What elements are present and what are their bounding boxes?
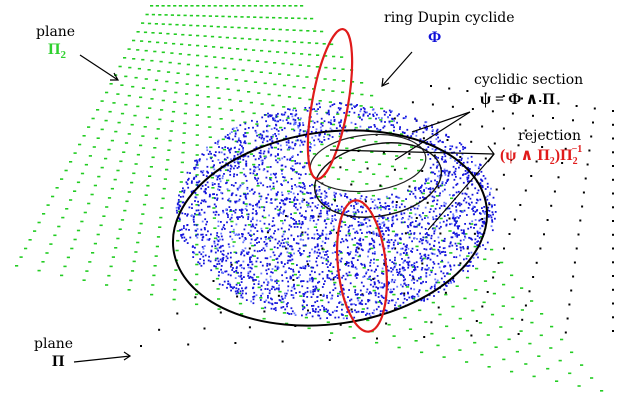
- arrow-rejection-bracket: [487, 145, 495, 163]
- annotation-arrows: [73, 51, 495, 363]
- rejection-curve-lower: [336, 199, 388, 333]
- plane-pi2-word: plane: [36, 24, 75, 40]
- cyclide-title: ring Dupin cyclide: [384, 10, 515, 26]
- plane-pi-word: plane: [34, 336, 73, 352]
- plane-pi-symbol: Π: [52, 353, 65, 370]
- section-curves: [171, 27, 489, 333]
- rejection-formula: (ψ ∧ Π2)Π2−1: [500, 144, 582, 167]
- labels: plane Π2 plane Π ring Dupin cyclide Φ cy…: [34, 10, 583, 370]
- plane-pi2-point-cloud: [15, 5, 604, 392]
- arrow-plane-pi2: [79, 54, 119, 81]
- plane-pi2-symbol: Π2: [48, 41, 66, 61]
- rejection-curve-upper: [306, 27, 354, 181]
- arrow-section-1: [411, 111, 471, 133]
- section-equation: ψ = Φ ∧ Π: [480, 91, 555, 108]
- cyclide-symbol: Φ: [428, 29, 441, 46]
- arrow-plane-pi: [73, 355, 131, 363]
- arrow-plane-pi2-head: [110, 72, 120, 81]
- arrow-rejection-2: [427, 153, 495, 231]
- plane-pi-point-cloud: [140, 85, 614, 347]
- section-title: cyclidic section: [474, 72, 583, 88]
- cyclide-point-cloud: [175, 102, 497, 320]
- cyclidic-section-inner-curve: [313, 142, 443, 218]
- arrow-cyclide: [381, 51, 413, 87]
- arrow-plane-pi-head: [123, 351, 132, 361]
- cyclidic-section-outer-curve: [171, 129, 489, 327]
- rejection-title: rejection: [518, 128, 581, 144]
- arrow-rejection-1: [329, 149, 495, 155]
- arrow-cyclide-head: [381, 77, 390, 87]
